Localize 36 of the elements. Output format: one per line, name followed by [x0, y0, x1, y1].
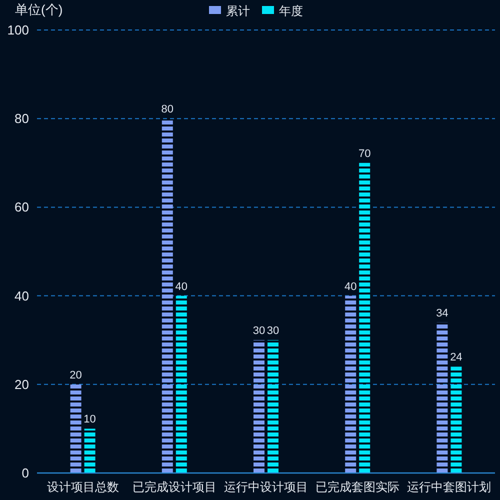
data-label: 30 — [252, 325, 266, 338]
bar — [268, 340, 278, 473]
y-axis-title: 单位(个) — [15, 2, 63, 17]
y-tick-label: 100 — [7, 22, 29, 38]
x-tick-label: 运行中套图计划 — [407, 480, 492, 494]
data-label: 30 — [266, 325, 280, 338]
bar — [450, 366, 462, 473]
y-tick-label: 80 — [14, 111, 29, 126]
y-tick-label: 0 — [22, 466, 29, 480]
y-tick-label: 60 — [14, 200, 29, 215]
x-tick-label: 运行中设计项目 — [224, 480, 308, 494]
bar — [84, 428, 96, 473]
data-label: 80 — [161, 104, 174, 116]
bar — [162, 118, 173, 473]
年度: 年度 — [262, 4, 303, 18]
bar — [359, 162, 370, 473]
legend-label: 年度 — [279, 4, 303, 18]
x-tick-label: 已完成套图实际 — [316, 480, 400, 494]
data-label: 10 — [84, 414, 96, 426]
累计: 累计 — [209, 4, 250, 18]
bar — [70, 384, 82, 473]
data-label: 20 — [70, 369, 82, 382]
data-label: 34 — [436, 307, 448, 320]
bar — [254, 340, 264, 473]
bar — [436, 322, 448, 473]
legend-label: 累计 — [226, 4, 250, 18]
y-tick-label: 40 — [14, 288, 29, 304]
data-label: 70 — [358, 148, 371, 160]
bar — [176, 296, 187, 473]
bar — [345, 296, 356, 473]
data-label: 40 — [175, 280, 188, 293]
data-label: 40 — [344, 280, 357, 293]
y-tick-label: 20 — [14, 376, 29, 392]
data-label: 24 — [450, 352, 462, 364]
x-tick-label: 已完成设计项目 — [132, 480, 216, 494]
x-tick-label: 设计项目总数 — [46, 480, 119, 494]
